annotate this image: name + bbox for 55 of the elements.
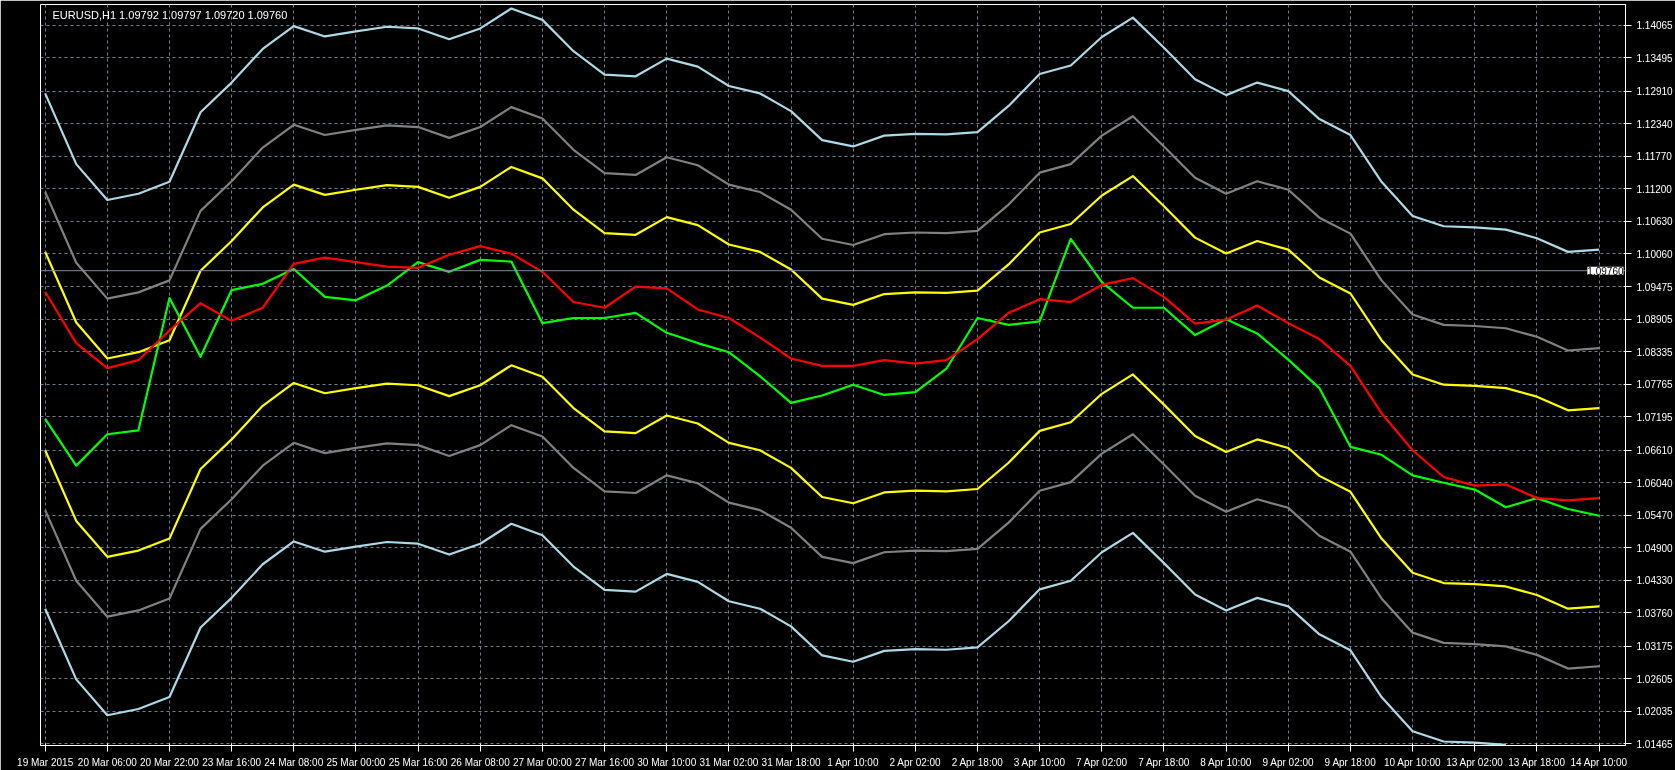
y-tick-label: 1.14065: [1636, 20, 1674, 32]
x-tick-label: 14 Apr 10:00: [1570, 756, 1628, 768]
x-tick-label: 31 Mar 02:00: [699, 756, 759, 768]
x-tick-label: 26 Mar 08:00: [450, 756, 511, 768]
x-tick-label: 20 Mar 22:00: [140, 756, 200, 768]
x-tick-label: 9 Apr 18:00: [1324, 756, 1377, 768]
x-tick-label: 30 Mar 10:00: [637, 756, 697, 768]
x-tick-label: 31 Mar 18:00: [761, 756, 821, 768]
y-tick-label: 1.08335: [1636, 346, 1674, 358]
y-tick-label: 1.10060: [1636, 248, 1674, 260]
y-tick-label: 1.13495: [1636, 52, 1674, 64]
x-tick-label: 13 Apr 18:00: [1508, 756, 1566, 768]
x-tick-label: 2 Apr 02:00: [889, 756, 942, 768]
y-tick-label: 1.12910: [1636, 86, 1674, 98]
x-tick-label: 20 Mar 06:00: [77, 756, 138, 768]
y-tick-label: 1.11770: [1636, 151, 1673, 163]
y-tick-label: 1.06610: [1636, 445, 1674, 457]
y-tick-label: 1.01465: [1636, 738, 1674, 750]
x-tick-label: 9 Apr 02:00: [1262, 756, 1315, 768]
y-tick-label: 1.03760: [1636, 607, 1674, 619]
y-tick-label: 1.08905: [1636, 314, 1674, 326]
x-tick-label: 1 Apr 10:00: [827, 756, 879, 768]
ref-line-label: 1.09760: [1587, 265, 1624, 277]
y-tick-label: 1.11200: [1636, 183, 1673, 195]
x-tick-label: 24 Mar 08:00: [264, 756, 324, 768]
y-tick-label: 1.09475: [1636, 281, 1674, 293]
y-tick-label: 1.07195: [1636, 411, 1674, 423]
x-tick-label: 8 Apr 10:00: [1200, 756, 1252, 768]
x-tick-label: 27 Mar 16:00: [575, 756, 635, 768]
chart-title: EURUSD,H1 1.09792 1.09797 1.09720 1.09760: [52, 8, 288, 21]
x-tick-label: 25 Mar 16:00: [388, 756, 448, 768]
x-tick-label: 19 Mar 2015: [17, 756, 74, 768]
x-tick-label: 3 Apr 10:00: [1013, 756, 1066, 768]
y-tick-label: 1.02605: [1636, 673, 1674, 685]
y-tick-label: 1.06040: [1636, 477, 1674, 489]
y-tick-label: 1.05470: [1636, 510, 1674, 522]
y-tick-label: 1.10630: [1636, 216, 1674, 228]
y-tick-label: 1.02035: [1636, 706, 1674, 718]
y-tick-label: 1.07765: [1636, 379, 1674, 391]
y-tick-label: 1.04330: [1636, 575, 1674, 587]
line-series: [44, 364, 1601, 610]
x-tick-label: 10 Apr 10:00: [1383, 756, 1442, 768]
y-tick-label: 1.04900: [1636, 542, 1674, 554]
x-tick-label: 2 Apr 18:00: [951, 756, 1004, 768]
y-tick-label: 1.03175: [1636, 641, 1674, 653]
y-tick-label: 1.12340: [1636, 118, 1674, 130]
x-tick-label: 23 Mar 16:00: [202, 756, 262, 768]
x-tick-label: 7 Apr 18:00: [1138, 756, 1190, 768]
x-tick-label: 13 Apr 02:00: [1446, 756, 1504, 768]
line-series: [44, 522, 1507, 746]
x-tick-label: 7 Apr 02:00: [1075, 756, 1128, 768]
x-tick-label: 27 Mar 00:00: [512, 756, 573, 768]
line-series: [44, 424, 1601, 670]
line-series: [44, 7, 1601, 253]
x-tick-label: 25 Mar 00:00: [326, 756, 386, 768]
